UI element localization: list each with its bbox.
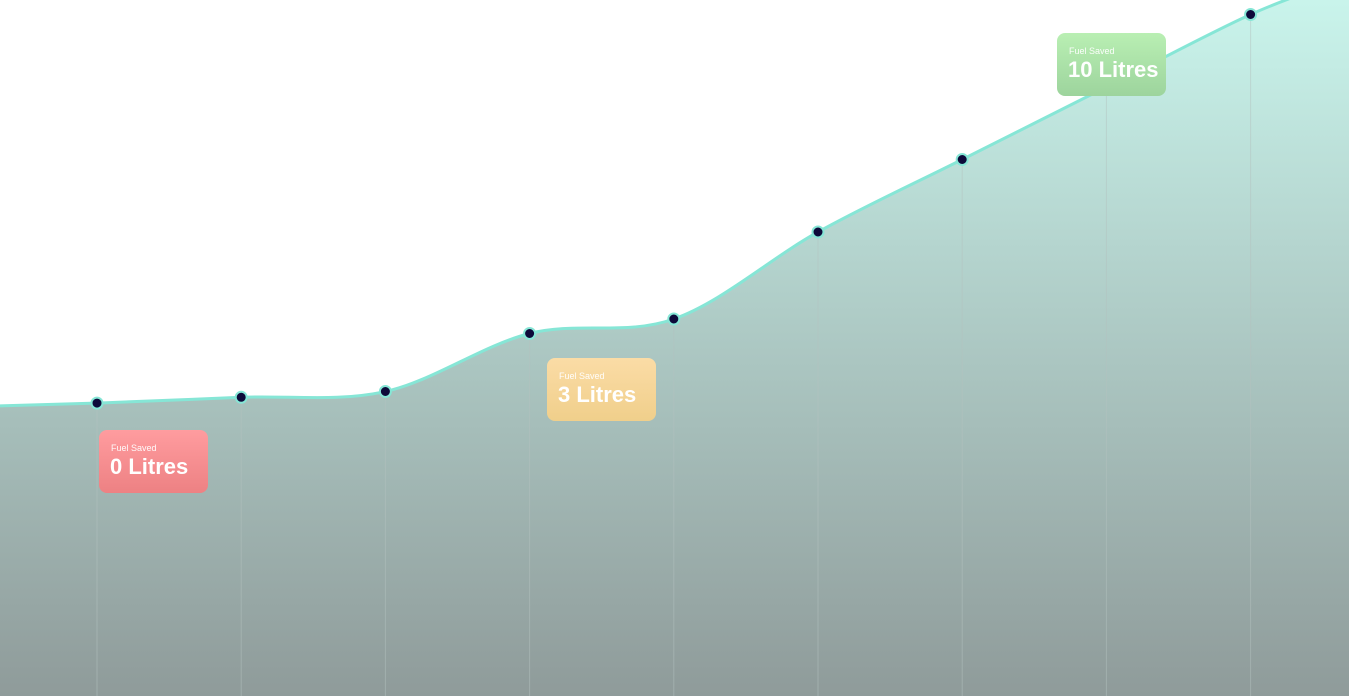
data-point-6[interactable] xyxy=(811,225,825,239)
fuel-saved-callout-2: Fuel Saved 10 Litres xyxy=(1057,33,1166,96)
data-point-3[interactable] xyxy=(378,385,392,398)
callout-value: 3 Litres xyxy=(558,382,637,407)
data-point-1[interactable] xyxy=(90,396,104,410)
fuel-saved-callout-0: Fuel Saved 0 Litres xyxy=(99,430,208,493)
data-point-4[interactable] xyxy=(523,327,537,340)
marker-layer xyxy=(90,8,1258,410)
callout-label: Fuel Saved xyxy=(559,371,605,381)
data-point-2[interactable] xyxy=(234,390,248,404)
callout-label: Fuel Saved xyxy=(111,443,157,453)
grid-layer xyxy=(96,14,1252,696)
fuel-saved-callout-1: Fuel Saved 3 Litres xyxy=(547,358,656,421)
callout-value: 10 Litres xyxy=(1068,57,1159,82)
callout-value: 0 Litres xyxy=(110,454,189,479)
callout-label: Fuel Saved xyxy=(1069,46,1115,56)
data-point-5[interactable] xyxy=(667,312,681,326)
data-point-7[interactable] xyxy=(955,153,969,166)
data-point-9[interactable] xyxy=(1244,8,1258,21)
